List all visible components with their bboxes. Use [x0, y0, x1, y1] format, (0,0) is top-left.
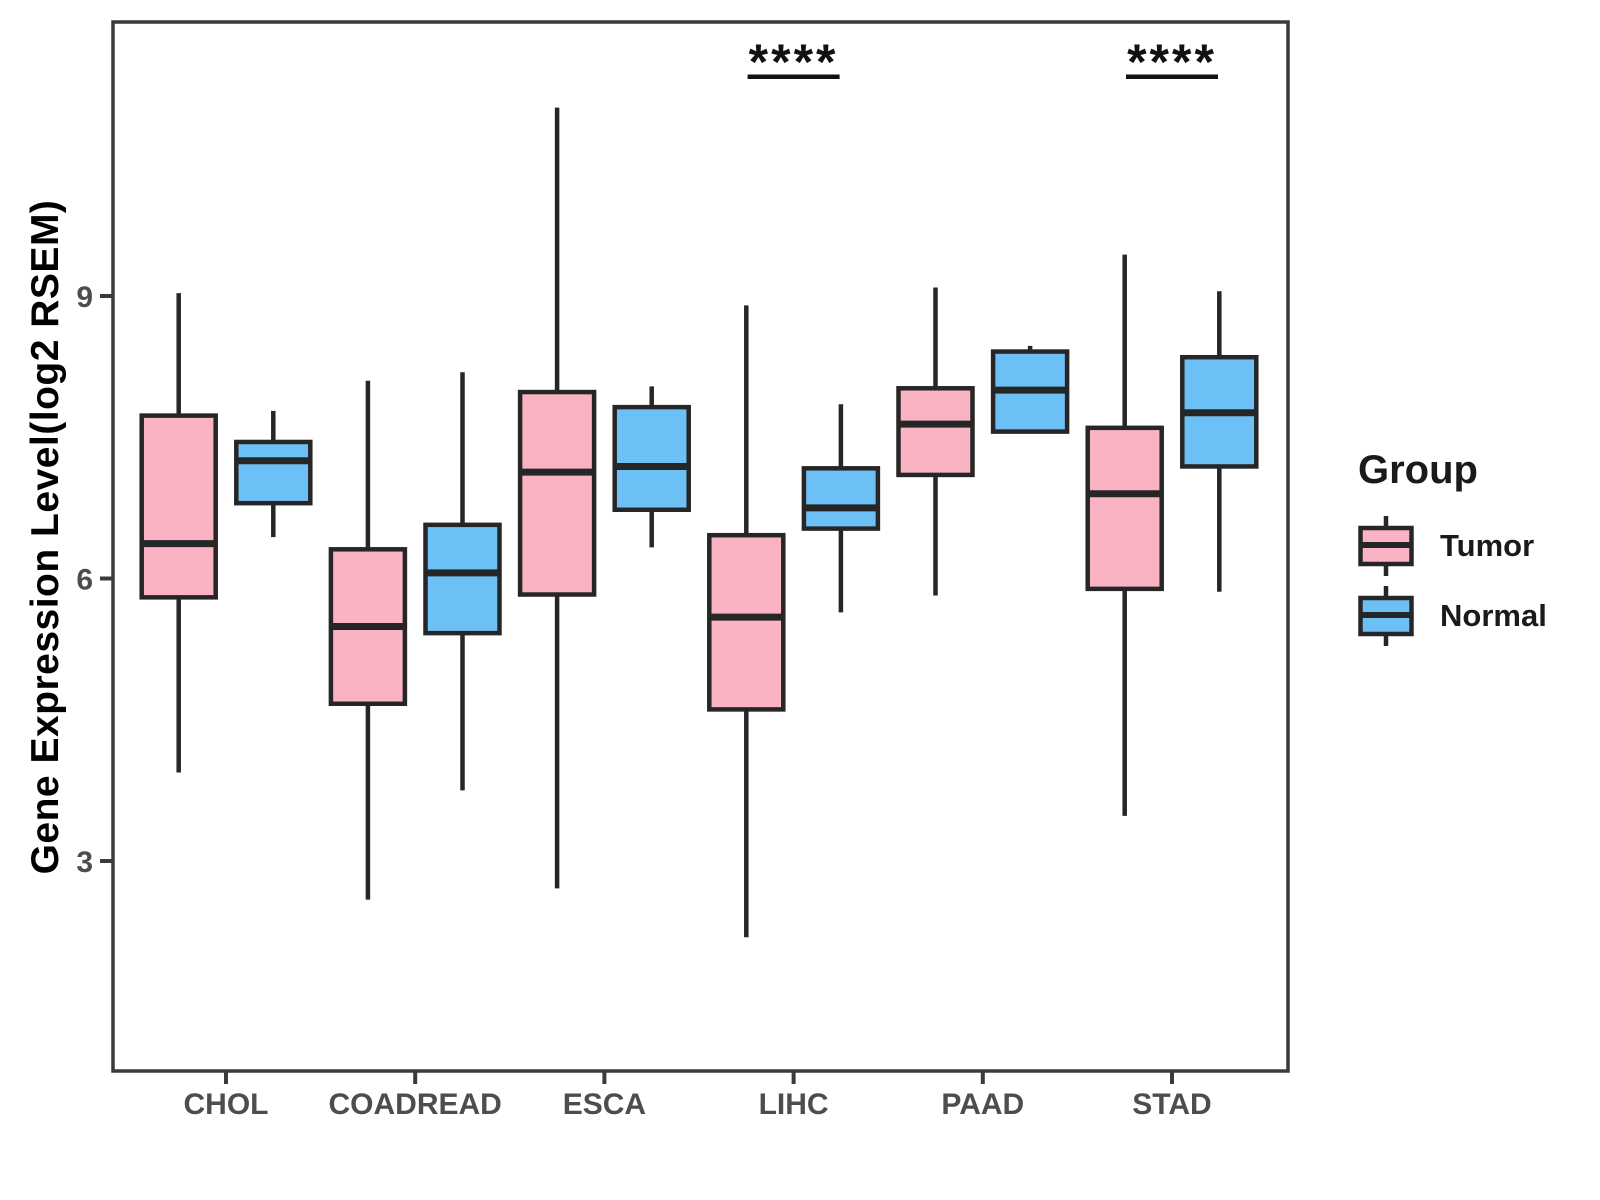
significance-bar-lihc [747, 74, 840, 79]
x-tick-label-coadread: COADREAD [329, 1088, 502, 1121]
box-tumor-paad [896, 386, 975, 478]
y-tick-label: 3 [76, 846, 93, 879]
legend-item-normal: Normal [1358, 585, 1547, 647]
box-tumor-stad [1085, 425, 1164, 592]
y-axis-title: Gene Expression Level(log2 RSEM) [24, 199, 67, 875]
box-normal-esca [612, 404, 691, 513]
significance-stars-lihc: **** [749, 34, 839, 90]
box-normal-lihc [801, 466, 881, 531]
plot-border [111, 20, 1290, 1073]
tumor-boxplot-key-icon [1358, 516, 1414, 576]
box-tumor-lihc [707, 532, 786, 712]
x-tick-label-lihc: LIHC [759, 1088, 829, 1121]
legend-item-tumor: Tumor [1358, 515, 1547, 577]
significance-stars-stad: **** [1127, 34, 1217, 90]
legend-title: Group [1358, 448, 1478, 492]
box-tumor-chol [139, 413, 218, 600]
legend-label-tumor: Tumor [1440, 528, 1535, 563]
x-tick-label-esca: ESCA [563, 1088, 646, 1121]
box-tumor-esca [517, 389, 597, 597]
legend: Group Tumor Normal [1358, 448, 1547, 655]
x-tick-label-paad: PAAD [941, 1088, 1024, 1121]
x-tick-label-chol: CHOL [184, 1088, 269, 1121]
normal-boxplot-key-icon [1358, 586, 1414, 646]
x-tick-label-stad: STAD [1132, 1088, 1211, 1121]
significance-bar-stad [1126, 74, 1218, 79]
y-tick-label: 6 [76, 564, 93, 597]
y-tick-label: 9 [76, 281, 93, 314]
box-normal-coadread [423, 522, 502, 636]
box-normal-chol [234, 439, 313, 506]
legend-label-normal: Normal [1440, 598, 1547, 633]
